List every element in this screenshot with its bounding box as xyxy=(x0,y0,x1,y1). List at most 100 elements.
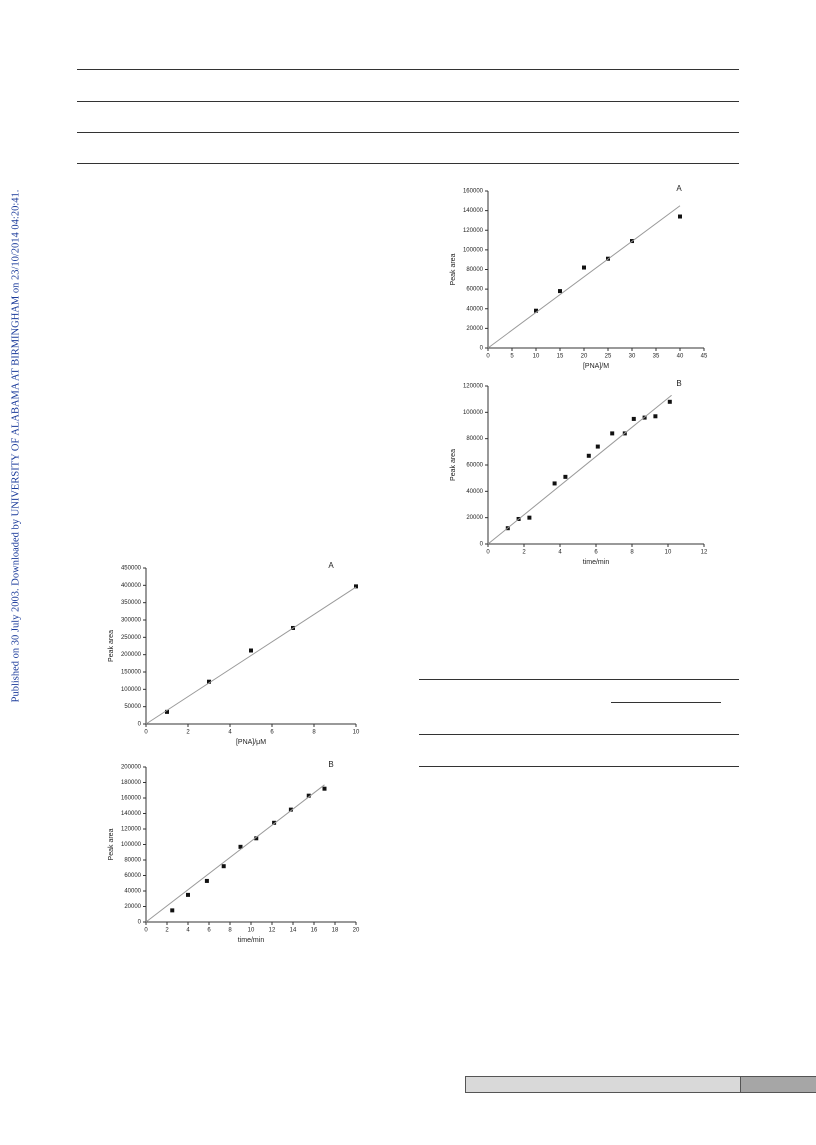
x-tick-label: 5 xyxy=(510,354,514,360)
y-tick-label: 20000 xyxy=(466,326,483,332)
y-tick-label: 120000 xyxy=(463,384,484,390)
y-tick-label: 20000 xyxy=(124,904,141,910)
data-point xyxy=(306,793,311,798)
y-tick-label: 80000 xyxy=(466,436,483,442)
y-tick-label: 400000 xyxy=(121,583,142,589)
y-axis-label: Peak area xyxy=(108,630,115,662)
y-tick-label: 80000 xyxy=(124,858,141,864)
data-point xyxy=(595,444,600,449)
x-tick-label: 10 xyxy=(665,550,672,556)
fit-line xyxy=(145,784,325,923)
side-note: Published on 30 July 2003. Downloaded by… xyxy=(10,190,21,703)
data-point xyxy=(527,515,532,520)
x-tick-label: 4 xyxy=(558,550,562,556)
x-tick-label: 0 xyxy=(144,928,148,934)
x-tick-label: 8 xyxy=(312,730,316,736)
data-point xyxy=(678,214,682,219)
data-point xyxy=(582,265,586,270)
y-tick-label: 180000 xyxy=(121,780,142,786)
y-tick-label: 60000 xyxy=(466,463,483,469)
y-tick-label: 100000 xyxy=(463,247,484,253)
x-tick-label: 35 xyxy=(653,354,660,360)
y-tick-label: 0 xyxy=(480,542,484,548)
x-tick-label: 2 xyxy=(186,730,190,736)
y-tick-label: 450000 xyxy=(121,566,142,572)
y-tick-label: 0 xyxy=(480,346,484,352)
x-tick-label: 8 xyxy=(228,928,232,934)
y-tick-label: 40000 xyxy=(124,889,141,895)
y-tick-label: 150000 xyxy=(121,670,142,676)
y-tick-label: 160000 xyxy=(121,796,142,802)
x-tick-label: 40 xyxy=(677,354,684,360)
y-tick-label: 120000 xyxy=(463,228,484,234)
x-tick-label: 30 xyxy=(629,354,636,360)
y-tick-label: 100000 xyxy=(463,410,484,416)
data-point xyxy=(552,481,557,486)
x-axis-label: time/min xyxy=(583,559,610,566)
x-tick-label: 45 xyxy=(701,354,708,360)
y-tick-label: 140000 xyxy=(121,811,142,817)
y-axis-label: Peak area xyxy=(108,828,115,860)
x-tick-label: 0 xyxy=(144,730,148,736)
fit-line xyxy=(487,205,681,349)
x-tick-label: 0 xyxy=(486,550,490,556)
data-point xyxy=(534,308,538,313)
x-tick-label: 16 xyxy=(311,928,318,934)
y-tick-label: 200000 xyxy=(121,765,142,771)
x-tick-label: 6 xyxy=(207,928,211,934)
x-tick-label: 20 xyxy=(353,928,360,934)
footer-bar xyxy=(465,1076,741,1093)
x-tick-label: 0 xyxy=(486,354,490,360)
table-rules xyxy=(77,69,739,767)
y-tick-label: 250000 xyxy=(121,635,142,641)
panel-label: A xyxy=(328,561,334,570)
x-tick-label: 15 xyxy=(557,354,564,360)
x-tick-label: 10 xyxy=(533,354,540,360)
x-tick-label: 10 xyxy=(353,730,360,736)
y-tick-label: 100000 xyxy=(121,842,142,848)
x-tick-label: 2 xyxy=(165,928,169,934)
y-tick-label: 20000 xyxy=(466,515,483,521)
y-tick-label: 300000 xyxy=(121,618,142,624)
data-point xyxy=(186,892,190,897)
y-axis-label: Peak area xyxy=(450,253,457,285)
x-axis-label: [PNA]/M xyxy=(583,363,609,370)
data-point xyxy=(586,453,591,458)
y-tick-label: 60000 xyxy=(466,287,483,293)
x-tick-label: 8 xyxy=(630,550,634,556)
y-tick-label: 160000 xyxy=(463,189,484,195)
data-point xyxy=(207,679,211,684)
data-point xyxy=(221,864,226,869)
fit-line xyxy=(487,394,672,545)
data-point xyxy=(631,416,636,421)
x-axis-label: time/min xyxy=(238,937,265,944)
data-point xyxy=(667,399,672,404)
x-tick-label: 6 xyxy=(594,550,598,556)
data-point xyxy=(354,584,358,589)
y-tick-label: 80000 xyxy=(466,267,483,273)
footer-bar-end xyxy=(740,1076,816,1093)
data-point xyxy=(238,844,243,849)
y-tick-label: 140000 xyxy=(463,208,484,214)
x-tick-label: 6 xyxy=(270,730,274,736)
data-point xyxy=(288,807,293,812)
data-point xyxy=(170,908,175,913)
data-point xyxy=(322,786,327,791)
panel-label: A xyxy=(676,184,682,193)
data-point xyxy=(254,836,259,841)
y-tick-label: 0 xyxy=(138,722,142,728)
y-tick-label: 40000 xyxy=(466,306,483,312)
y-tick-label: 200000 xyxy=(121,652,142,658)
data-point xyxy=(563,474,568,479)
data-point xyxy=(165,709,169,714)
data-point xyxy=(653,414,658,419)
x-tick-label: 12 xyxy=(701,550,708,556)
x-tick-label: 10 xyxy=(248,928,255,934)
x-tick-label: 2 xyxy=(522,550,526,556)
x-axis-label: [PNA]/μM xyxy=(236,739,266,746)
data-point xyxy=(249,648,253,653)
y-axis-label: Peak area xyxy=(450,449,457,481)
panel-label: B xyxy=(328,760,333,769)
